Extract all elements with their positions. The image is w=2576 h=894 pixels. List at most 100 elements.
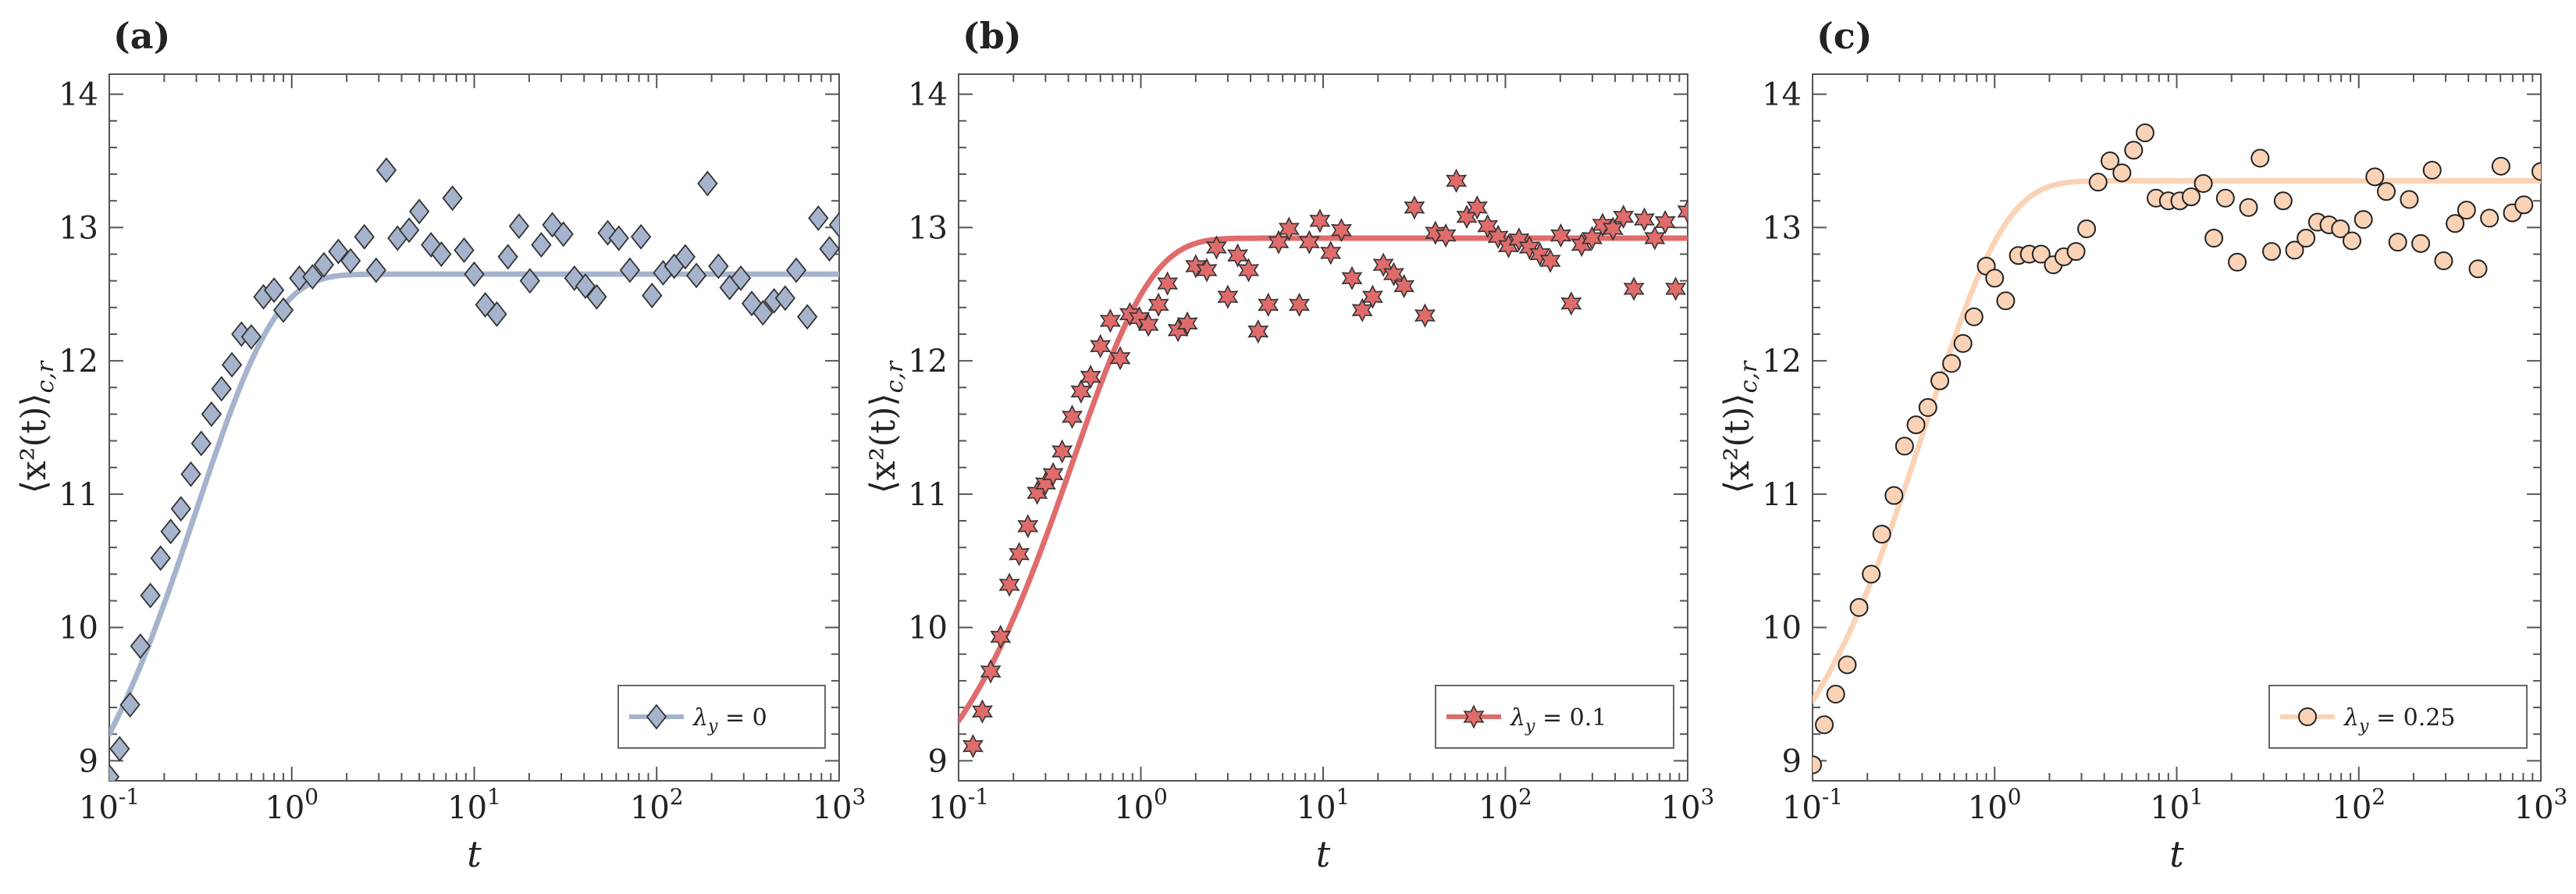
x-tick-label: 103 xyxy=(813,784,866,826)
x-tick-label: 101 xyxy=(1297,784,1350,826)
data-point xyxy=(2354,210,2373,230)
y-ticks xyxy=(959,93,1688,762)
data-point xyxy=(2215,188,2235,208)
legend-marker xyxy=(1463,704,1485,729)
y-axis-label: ⟨x²(t)⟩c,r xyxy=(14,360,59,493)
y-tick-label: 14 xyxy=(1762,77,1802,113)
y-tick-label: 9 xyxy=(928,743,948,779)
x-tick-exponent: 2 xyxy=(1518,784,1532,810)
x-tick-exponent: -1 xyxy=(968,784,989,810)
data-point xyxy=(1633,207,1655,232)
y-tick-label: 12 xyxy=(908,344,948,379)
legend-symbol: λ xyxy=(1510,704,1525,732)
data-point xyxy=(2250,148,2270,168)
data-point xyxy=(1826,685,1845,704)
data-point xyxy=(2088,173,2108,192)
x-tick-exponent: 1 xyxy=(487,784,501,810)
data-point xyxy=(1906,415,1926,435)
y-tick-label: 10 xyxy=(1762,611,1802,646)
x-tick-base: 10 xyxy=(813,790,852,826)
plot-frame xyxy=(109,73,840,782)
data-point xyxy=(1185,254,1207,279)
x-tick-label: 10-1 xyxy=(928,784,989,826)
data-point xyxy=(2331,219,2350,239)
data-point xyxy=(180,461,201,487)
data-point xyxy=(730,265,752,291)
data-point xyxy=(1017,514,1039,539)
legend-symbol: λ xyxy=(2343,704,2359,732)
data-point xyxy=(2101,151,2120,170)
data-point xyxy=(1341,265,1363,290)
data-point xyxy=(1238,258,1260,283)
y-tick-label: 10 xyxy=(908,611,948,646)
data-point xyxy=(1109,346,1131,371)
y-axis-label-sub: c,r xyxy=(32,360,59,393)
data-point xyxy=(399,217,420,244)
y-tick-label: 12 xyxy=(1762,344,1802,379)
data-point xyxy=(170,496,191,522)
data-point xyxy=(2342,231,2361,251)
x-tick-label: 100 xyxy=(265,784,318,826)
x-ticks xyxy=(958,74,1688,781)
data-point xyxy=(454,237,475,263)
data-point xyxy=(697,170,718,197)
plot-area xyxy=(109,157,839,781)
x-tick-label: 100 xyxy=(1114,784,1168,826)
data-point xyxy=(2228,252,2247,272)
data-point xyxy=(531,232,552,258)
y-axis-label: ⟨x²(t)⟩c,r xyxy=(863,360,909,493)
data-point xyxy=(365,257,386,283)
legend-sub: y xyxy=(2358,717,2369,736)
data-point xyxy=(642,283,663,308)
x-tick-base: 10 xyxy=(1478,790,1518,826)
data-point xyxy=(1070,379,1092,404)
data-point xyxy=(1466,195,1488,220)
data-point xyxy=(2066,242,2086,262)
x-tick-label: 100 xyxy=(1968,784,2022,826)
data-point xyxy=(1872,525,1891,544)
data-point xyxy=(1508,227,1530,252)
y-axis-label-sub: c,r xyxy=(1735,360,1763,393)
data-point xyxy=(240,323,262,350)
data-point xyxy=(630,223,652,250)
data-point xyxy=(1550,223,1571,248)
y-axis-label-main: ⟨x²(t)⟩ xyxy=(14,393,54,493)
data-point xyxy=(708,253,729,280)
data-point xyxy=(586,283,607,310)
data-point xyxy=(221,351,243,378)
data-point xyxy=(1205,235,1227,260)
data-point xyxy=(1849,598,1869,618)
data-point xyxy=(1477,214,1499,239)
data-point xyxy=(519,268,541,294)
data-point xyxy=(1196,258,1218,283)
data-point xyxy=(201,401,222,427)
legend-sub: y xyxy=(707,717,718,736)
data-point xyxy=(109,736,130,762)
y-tick-label: 9 xyxy=(1782,743,1802,779)
data-point xyxy=(313,251,335,278)
data-points xyxy=(109,157,839,781)
data-point xyxy=(685,262,707,289)
data-point xyxy=(753,300,774,326)
data-point xyxy=(1268,230,1290,255)
data-point xyxy=(130,633,151,659)
x-tick-exponent: 2 xyxy=(670,784,684,810)
data-point xyxy=(2297,229,2316,248)
x-tick-exponent: -1 xyxy=(119,784,140,810)
fit-curve xyxy=(1813,178,2541,703)
fit-curve xyxy=(959,235,1688,724)
data-point xyxy=(980,659,1002,684)
data-point xyxy=(1953,333,1973,353)
x-tick-exponent: 0 xyxy=(304,784,318,810)
data-point xyxy=(1996,291,2016,311)
data-point xyxy=(1351,297,1373,322)
y-tick-label: 14 xyxy=(908,77,948,113)
data-point xyxy=(1137,312,1159,337)
x-tick-exponent: 2 xyxy=(2371,784,2386,810)
x-tick-base: 10 xyxy=(1782,790,1822,826)
data-point xyxy=(2135,123,2154,143)
legend-label: λy = 0.1 xyxy=(1510,704,1606,736)
data-point xyxy=(1446,169,1468,194)
legend-marker xyxy=(646,703,667,730)
data-point xyxy=(1930,371,1950,390)
